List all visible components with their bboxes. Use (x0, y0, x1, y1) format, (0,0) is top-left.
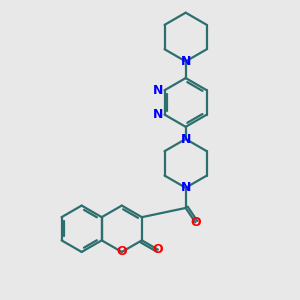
Text: N: N (181, 55, 191, 68)
Text: N: N (153, 108, 163, 121)
Text: N: N (181, 133, 191, 146)
Text: N: N (153, 84, 163, 97)
Text: O: O (152, 243, 163, 256)
Text: O: O (190, 216, 201, 229)
Text: O: O (116, 245, 127, 258)
Text: N: N (181, 181, 191, 194)
